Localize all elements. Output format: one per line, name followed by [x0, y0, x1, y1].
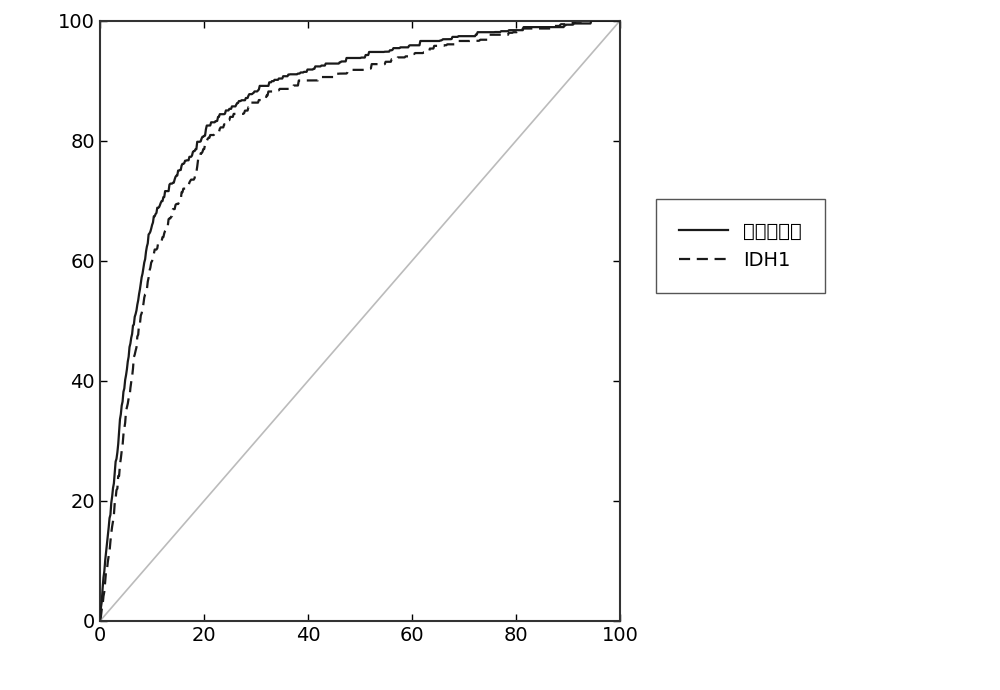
IDH1 [400, 52, 412, 61]
IDH1 [228, 110, 240, 118]
IDH1 [614, 17, 626, 25]
肺腺癌模型 [441, 35, 453, 43]
IDH1 [486, 30, 498, 39]
肺腺癌模型 [486, 28, 498, 37]
Line: IDH1: IDH1 [100, 21, 620, 620]
肺腺癌模型 [94, 614, 106, 622]
肺腺癌模型 [614, 17, 626, 25]
Legend: 肺腺癌模型, IDH1: 肺腺癌模型, IDH1 [656, 199, 825, 293]
肺腺癌模型 [400, 43, 412, 52]
IDH1 [94, 615, 106, 624]
IDH1 [186, 175, 198, 184]
IDH1 [441, 40, 453, 48]
肺腺癌模型 [329, 59, 341, 68]
IDH1 [576, 17, 588, 25]
肺腺癌模型 [186, 151, 198, 159]
肺腺癌模型 [228, 102, 240, 110]
IDH1 [329, 70, 341, 78]
Line: 肺腺癌模型: 肺腺癌模型 [100, 21, 620, 618]
肺腺癌模型 [585, 17, 597, 25]
